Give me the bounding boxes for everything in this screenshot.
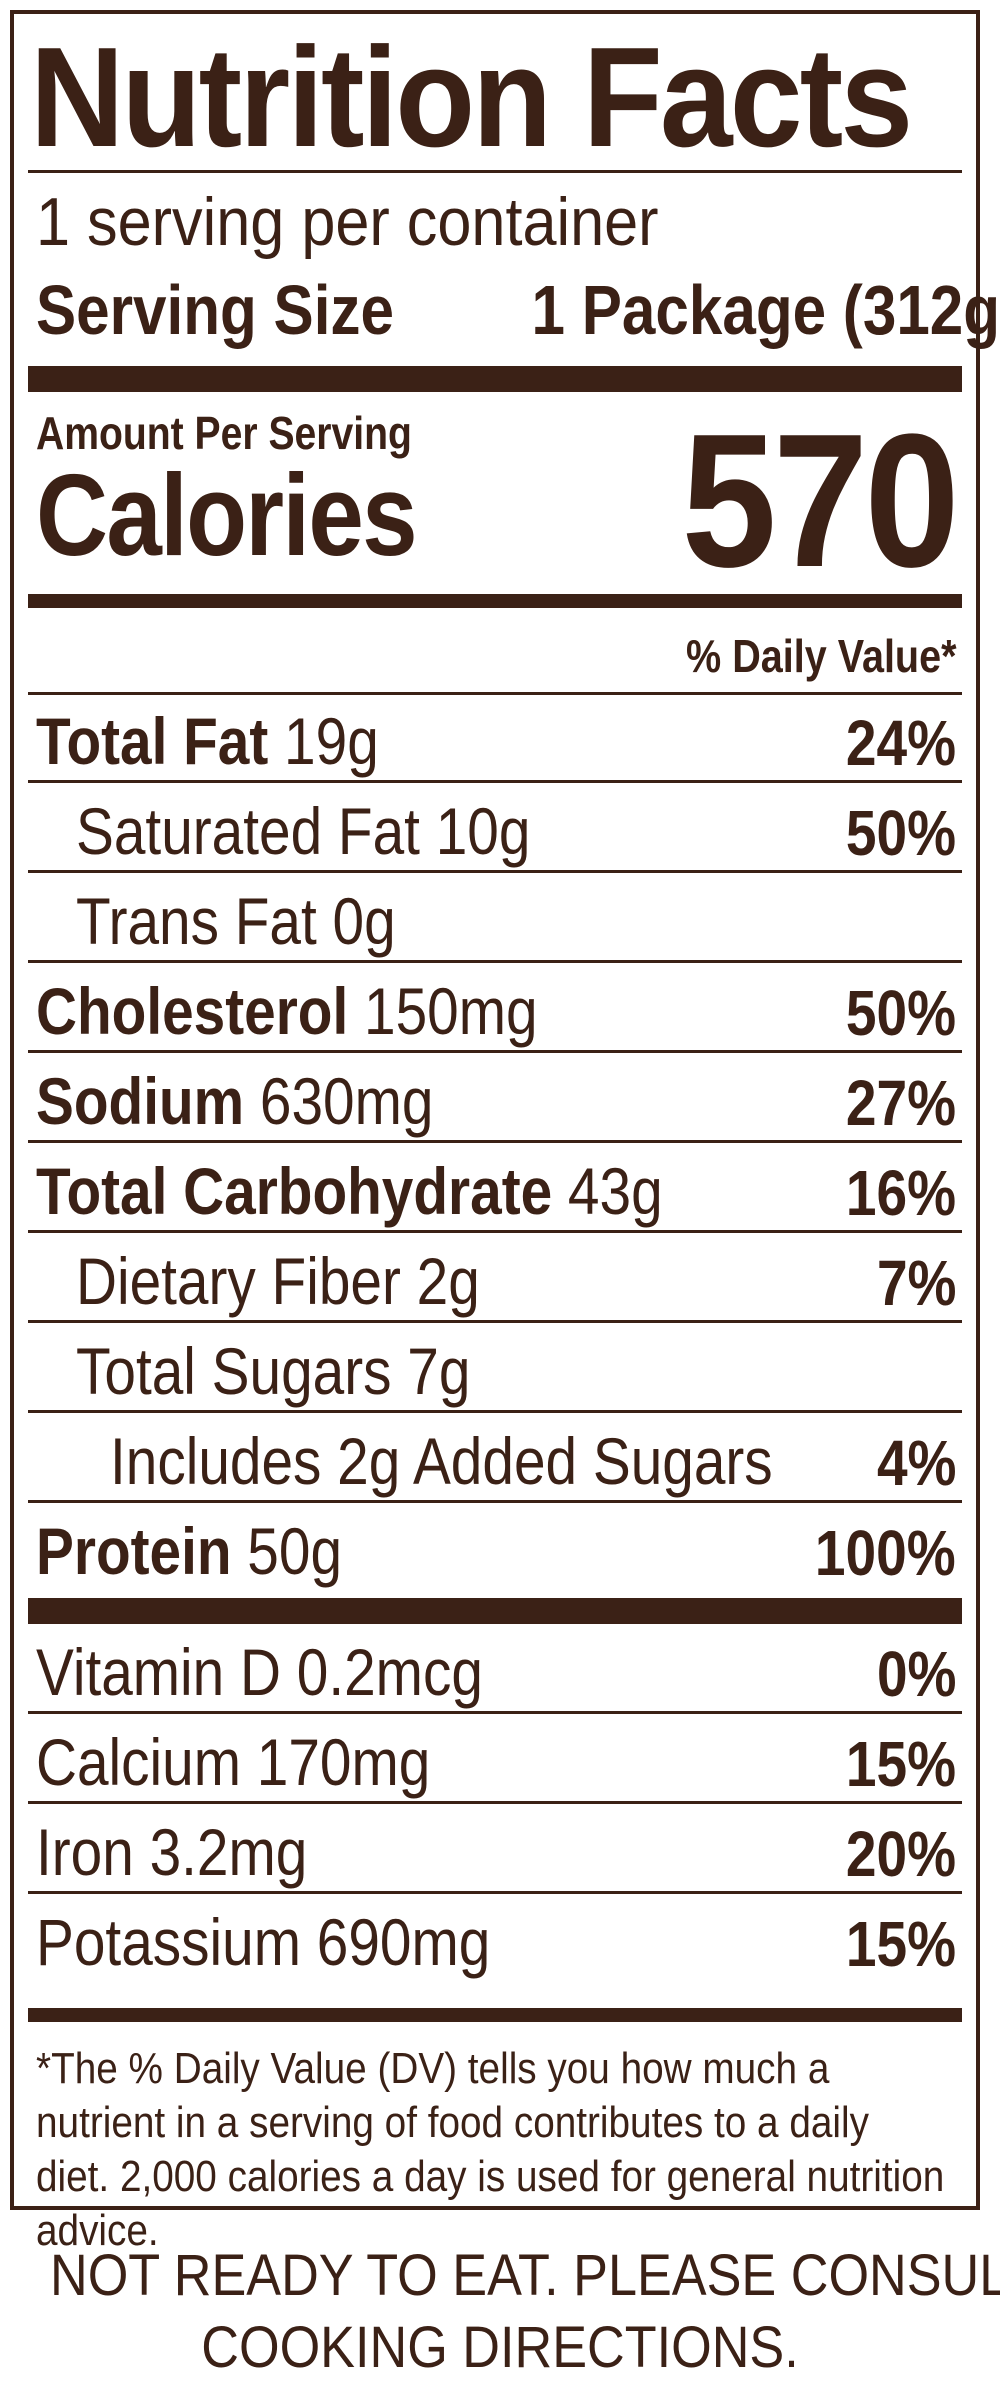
- vitamin-name: Calcium 170mg: [36, 1725, 431, 1799]
- nutrient-label: Trans Fat: [76, 884, 317, 958]
- nutrient-row: Dietary Fiber 2g 7%: [28, 1235, 962, 1323]
- nutrition-facts-panel: Nutrition Facts 1 serving per container …: [10, 10, 1000, 2255]
- amount-per-serving: Amount Per Serving: [36, 407, 412, 459]
- nutrient-name: Protein 50g: [36, 1515, 342, 1587]
- calories-divider: [28, 594, 962, 608]
- calories-label: Calories: [36, 450, 418, 580]
- row-divider: [28, 1500, 962, 1503]
- serving-size-label: Serving Size: [36, 271, 395, 349]
- daily-value-header: % Daily Value*: [685, 630, 956, 682]
- vitamin-row: Iron 3.2mg 20%: [28, 1806, 962, 1894]
- row-divider: [28, 1891, 962, 1894]
- row-divider: [28, 1140, 962, 1143]
- nutrient-amount: 43g: [567, 1154, 663, 1228]
- row-divider: [28, 1711, 962, 1714]
- nutrient-daily-value: 50%: [845, 977, 956, 1049]
- nutrient-row: Total Sugars 7g: [28, 1325, 962, 1413]
- nutrient-label: Saturated Fat: [76, 794, 420, 868]
- vitamin-name: Iron 3.2mg: [36, 1815, 308, 1889]
- nutrient-name: Cholesterol 150mg: [36, 975, 538, 1047]
- nutrient-name: Saturated Fat 10g: [76, 795, 530, 867]
- nutrient-daily-value: 7%: [876, 1247, 956, 1319]
- vitamins-divider: [28, 1598, 962, 1624]
- nutrient-label: Total Carbohydrate: [36, 1154, 553, 1228]
- row-divider: [28, 1230, 962, 1233]
- vitamin-daily-value: 15%: [845, 1728, 956, 1800]
- nutrient-row: Includes 2g Added Sugars 4%: [28, 1415, 962, 1503]
- calories-value: 570: [681, 395, 959, 607]
- nutrient-amount: 7g: [407, 1334, 471, 1408]
- vitamin-row: Calcium 170mg 15%: [28, 1716, 962, 1804]
- nutrient-daily-value: 24%: [845, 707, 956, 779]
- footnote: *The % Daily Value (DV) tells you how mu…: [36, 2044, 945, 2255]
- nutrient-name: Total Carbohydrate 43g: [36, 1155, 663, 1227]
- nutrient-label: Sodium: [36, 1064, 245, 1138]
- nutrient-name: Includes 2g Added Sugars: [110, 1425, 773, 1497]
- row-divider: [28, 780, 962, 783]
- nutrient-name: Total Fat 19g: [36, 705, 379, 777]
- nutrient-amount: 150mg: [364, 974, 538, 1048]
- vitamin-row: Vitamin D 0.2mcg 0%: [28, 1626, 962, 1714]
- vitamin-name: Potassium 690mg: [36, 1905, 491, 1979]
- nutrient-label: Total Fat: [36, 704, 269, 778]
- nutrient-amount: 2g: [416, 1244, 480, 1318]
- nutrient-row: Total Carbohydrate 43g 16%: [28, 1145, 962, 1233]
- title-divider: [28, 170, 962, 173]
- vitamin-daily-value: 0%: [876, 1638, 956, 1710]
- nutrient-row: Saturated Fat 10g 50%: [28, 785, 962, 873]
- nutrient-row: Cholesterol 150mg 50%: [28, 965, 962, 1053]
- vitamin-daily-value: 20%: [845, 1818, 956, 1890]
- cooking-notice-line-2: COOKING DIRECTIONS.: [201, 2315, 799, 2380]
- vitamin-daily-value: 15%: [845, 1908, 956, 1980]
- nutrient-daily-value: 16%: [845, 1157, 956, 1229]
- nutrient-row: Trans Fat 0g: [28, 875, 962, 963]
- nutrient-label: Total Sugars: [76, 1334, 392, 1408]
- row-divider: [28, 960, 962, 963]
- row-divider: [28, 1320, 962, 1323]
- vitamin-name: Vitamin D 0.2mcg: [36, 1635, 483, 1709]
- nutrient-label: Dietary Fiber: [76, 1244, 401, 1318]
- nutrient-daily-value: 27%: [845, 1067, 956, 1139]
- nutrient-amount: 19g: [284, 704, 379, 778]
- row-divider: [28, 1410, 962, 1413]
- nutrient-row: Total Fat 19g 24%: [28, 695, 962, 783]
- serving-divider: [28, 366, 962, 392]
- nutrient-label: Includes 2g Added Sugars: [110, 1424, 773, 1498]
- nutrient-name: Trans Fat 0g: [76, 885, 396, 957]
- dv-header-divider: [28, 692, 962, 695]
- nutrient-name: Dietary Fiber 2g: [76, 1245, 480, 1317]
- serving-size-value: 1 Package (312g): [531, 271, 1000, 349]
- nutrient-name: Sodium 630mg: [36, 1065, 433, 1137]
- nutrient-amount: 10g: [435, 794, 531, 868]
- nutrient-row: Protein 50g 100%: [28, 1505, 962, 1593]
- row-divider: [28, 870, 962, 873]
- nutrient-daily-value: 4%: [876, 1427, 956, 1499]
- panel-title: Nutrition Facts: [30, 18, 913, 177]
- nutrient-amount: 0g: [332, 884, 396, 958]
- servings-per-container: 1 serving per container: [36, 184, 659, 260]
- nutrient-name: Total Sugars 7g: [76, 1335, 470, 1407]
- serving-size: Serving Size 1 Package (312g): [36, 270, 1000, 350]
- nutrient-label: Protein: [36, 1514, 232, 1588]
- vitamin-row: Potassium 690mg 15%: [28, 1896, 962, 1984]
- nutrient-amount: 50g: [247, 1514, 343, 1588]
- nutrient-label: Cholesterol: [36, 974, 349, 1048]
- cooking-notice-line-1: NOT READY TO EAT. PLEASE CONSULT: [50, 2243, 1000, 2308]
- nutrient-amount: 630mg: [259, 1064, 434, 1138]
- cooking-notice: NOT READY TO EAT. PLEASE CONSULT COOKING…: [50, 2240, 1000, 2384]
- row-divider: [28, 1050, 962, 1053]
- nutrient-row: Sodium 630mg 27%: [28, 1055, 962, 1143]
- nutrient-daily-value: 50%: [845, 797, 956, 869]
- footnote-divider: [28, 2008, 962, 2022]
- row-divider: [28, 1801, 962, 1804]
- nutrient-daily-value: 100%: [815, 1517, 956, 1589]
